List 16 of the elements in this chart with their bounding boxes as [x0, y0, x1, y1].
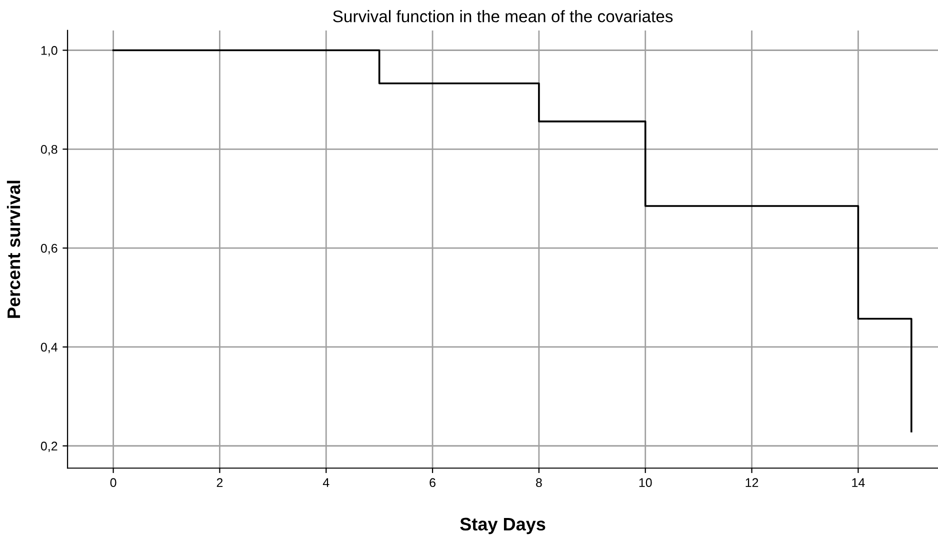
- y-axis-title: Percent survival: [6, 180, 20, 318]
- x-tick-label: 0: [110, 478, 116, 488]
- x-tick-label: 4: [322, 478, 330, 487]
- x-tick-label: 12: [746, 478, 758, 487]
- chart-title: Survival function in the mean of the covariates: [333, 10, 673, 22]
- y-tick-label: 0,8: [40, 144, 58, 156]
- x-axis-title: Stay Days: [460, 518, 546, 534]
- x-tick-label: 10: [639, 478, 652, 488]
- x-tick-label: 6: [430, 478, 436, 488]
- y-tick-label: 0,6: [40, 244, 58, 254]
- y-tick-label: 0,4: [40, 342, 58, 354]
- x-tick-label: 8: [536, 478, 542, 488]
- y-tick-label: 1,0: [41, 46, 58, 56]
- x-tick-label: 2: [216, 478, 223, 487]
- y-tick-label: 0,2: [40, 442, 58, 452]
- x-tick-label: 14: [852, 478, 865, 487]
